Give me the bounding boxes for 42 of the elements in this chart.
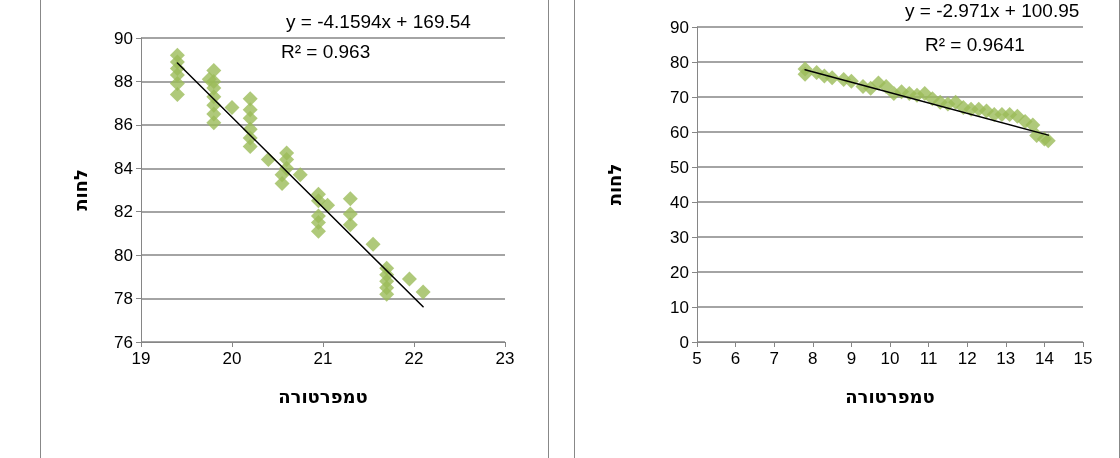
- x-tick-label: 10: [880, 349, 900, 368]
- y-tick-label: 90: [114, 28, 133, 48]
- y-tick-label: 86: [114, 115, 133, 135]
- text: y = -2.971x + 100.95: [905, 0, 1080, 21]
- y-tick-label: 20: [670, 262, 689, 282]
- y-tick-label: 60: [670, 122, 689, 142]
- x-tick-label: 20: [222, 349, 242, 368]
- x-axis-title: טמפרטורה: [845, 385, 935, 407]
- y-tick-label: 84: [114, 158, 133, 178]
- y-tick-label: 80: [114, 245, 133, 265]
- text: y = -4.1594x + 169.54: [286, 11, 472, 32]
- y-axis-title: לחות: [69, 169, 91, 211]
- annotation: R² = 0.9641: [925, 34, 1025, 55]
- x-tick-label: 21: [313, 349, 333, 368]
- y-tick-label: 40: [670, 192, 689, 212]
- x-tick-label: 22: [404, 349, 424, 368]
- x-tick-label: 19: [131, 349, 151, 368]
- y-tick-label: 70: [670, 87, 689, 107]
- x-tick-label: 11: [919, 349, 938, 368]
- y-tick-label: 0: [679, 332, 689, 352]
- x-axis-title: טמפרטורה: [278, 385, 368, 407]
- y-axis-title: לחות: [603, 163, 625, 206]
- y-tick-label: 78: [114, 289, 133, 309]
- x-tick-label: 9: [846, 349, 857, 368]
- x-tick-label: 14: [1034, 349, 1054, 368]
- y-tick-label: 80: [670, 52, 689, 72]
- y-tick-label: 82: [114, 202, 133, 222]
- y-tick-label: 76: [114, 332, 133, 352]
- x-tick-label: 23: [495, 349, 515, 368]
- y-tick-label: 10: [670, 297, 689, 317]
- x-tick-label: 5: [692, 349, 702, 368]
- x-tick-label: 6: [730, 349, 741, 368]
- x-tick-label: 7: [769, 349, 779, 368]
- y-tick-label: 88: [114, 71, 133, 91]
- annotation: R² = 0.963: [281, 41, 371, 62]
- y-tick-label: 50: [670, 157, 689, 177]
- x-tick-label: 8: [808, 349, 818, 368]
- y-tick-label: 30: [670, 227, 689, 247]
- x-tick-label: 12: [957, 349, 977, 368]
- x-tick-label: 15: [1073, 349, 1093, 368]
- y-tick-label: 90: [670, 17, 689, 37]
- x-tick-label: 13: [996, 349, 1016, 368]
